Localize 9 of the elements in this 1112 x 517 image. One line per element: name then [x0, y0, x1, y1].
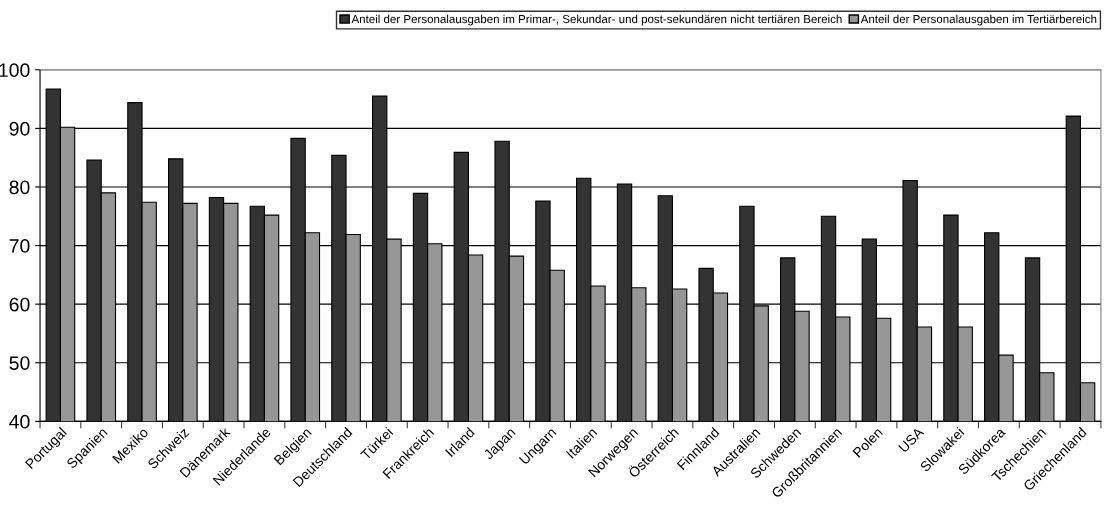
y-tick-label: 40 — [9, 414, 30, 429]
y-tick-label: 50 — [9, 356, 30, 370]
y-tick-label: 100 — [0, 63, 30, 78]
legend-label: Anteil der Personalausgaben im Primar-, Sekundar- und post-sekundären nicht tertiären Bereich — [351, 14, 842, 26]
y-tick-label: 80 — [9, 180, 30, 195]
y-tick-label: 70 — [9, 239, 30, 253]
y-tick-label: 60 — [9, 297, 30, 312]
legend-label: Anteil der Personalausgaben im Tertiärbereich — [860, 14, 1097, 26]
y-tick-label: 90 — [9, 121, 30, 136]
